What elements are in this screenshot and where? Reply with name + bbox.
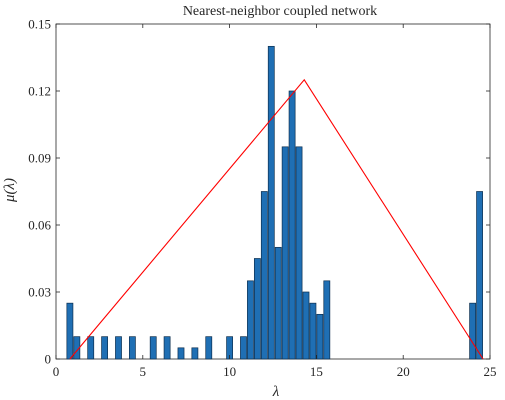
bar [205, 336, 213, 360]
x-tick-label: 5 [140, 364, 147, 379]
bar [302, 291, 310, 360]
x-tick-label: 25 [484, 364, 497, 379]
bar [253, 258, 261, 360]
bar [267, 45, 275, 360]
x-axis-label: λ [272, 384, 280, 400]
y-tick-label: 0.09 [28, 151, 51, 166]
y-tick-label: 0.06 [28, 218, 51, 233]
bar [316, 313, 324, 360]
y-tick-label: 0.03 [28, 285, 51, 300]
bar [240, 336, 247, 360]
bar [281, 146, 289, 360]
plot-area: 0 5 10 15 20 25 0 0.03 0.06 0.09 0.12 0.15 [28, 17, 496, 380]
bar [309, 302, 317, 360]
bar [476, 191, 483, 360]
bar [128, 336, 136, 360]
bar [469, 302, 477, 360]
bar [163, 336, 171, 360]
bar [115, 336, 122, 360]
y-tick-label: 0.12 [28, 84, 51, 99]
x-tick-label: 20 [397, 364, 410, 379]
bar [191, 347, 199, 360]
bar [87, 336, 95, 360]
x-tick-label: 15 [310, 364, 323, 379]
chart-title: Nearest-neighbor coupled network [183, 4, 377, 19]
x-tick-label: 0 [53, 364, 60, 379]
x-tick-label: 10 [223, 364, 236, 379]
y-tick-label: 0 [45, 352, 52, 367]
bar [149, 336, 157, 360]
bar [323, 280, 331, 360]
series-line [69, 78, 484, 360]
bar [247, 280, 254, 360]
bar [295, 146, 303, 360]
bar [274, 246, 282, 360]
bar [177, 347, 185, 360]
y-tick-label: 0.15 [28, 17, 51, 32]
bar [260, 191, 268, 360]
bar [288, 90, 296, 360]
bar [66, 302, 74, 360]
bar [101, 336, 108, 360]
y-axis-label: μ(λ) [2, 178, 18, 203]
